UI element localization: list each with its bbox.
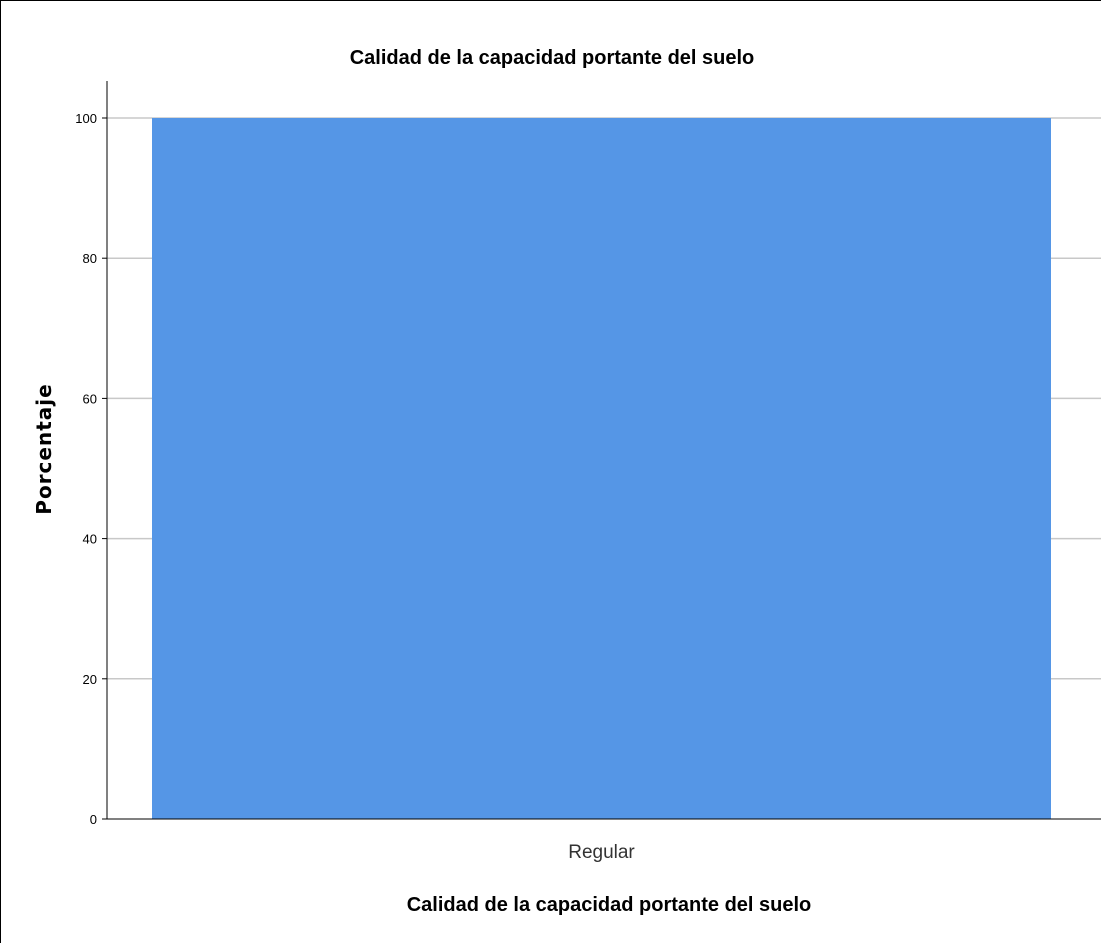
y-tick-label-80: 80 xyxy=(83,251,97,266)
chart-title: Calidad de la capacidad portante del sue… xyxy=(350,47,755,69)
y-tick-labels: 0 20 40 60 80 100 xyxy=(75,111,107,827)
x-category-label-regular: Regular xyxy=(568,842,635,863)
y-tick-label-60: 60 xyxy=(83,391,97,406)
bars xyxy=(152,118,1051,819)
bar-regular xyxy=(152,118,1051,819)
x-axis-title: Calidad de la capacidad portante del sue… xyxy=(407,894,812,916)
y-tick-label-100: 100 xyxy=(75,111,97,126)
y-axis-title: Porcentaje xyxy=(32,383,56,514)
y-tick-label-0: 0 xyxy=(90,812,97,827)
y-tick-label-40: 40 xyxy=(83,532,97,547)
y-tick-label-20: 20 xyxy=(83,672,97,687)
axes xyxy=(106,81,1101,820)
x-category-labels: Regular xyxy=(568,842,635,863)
